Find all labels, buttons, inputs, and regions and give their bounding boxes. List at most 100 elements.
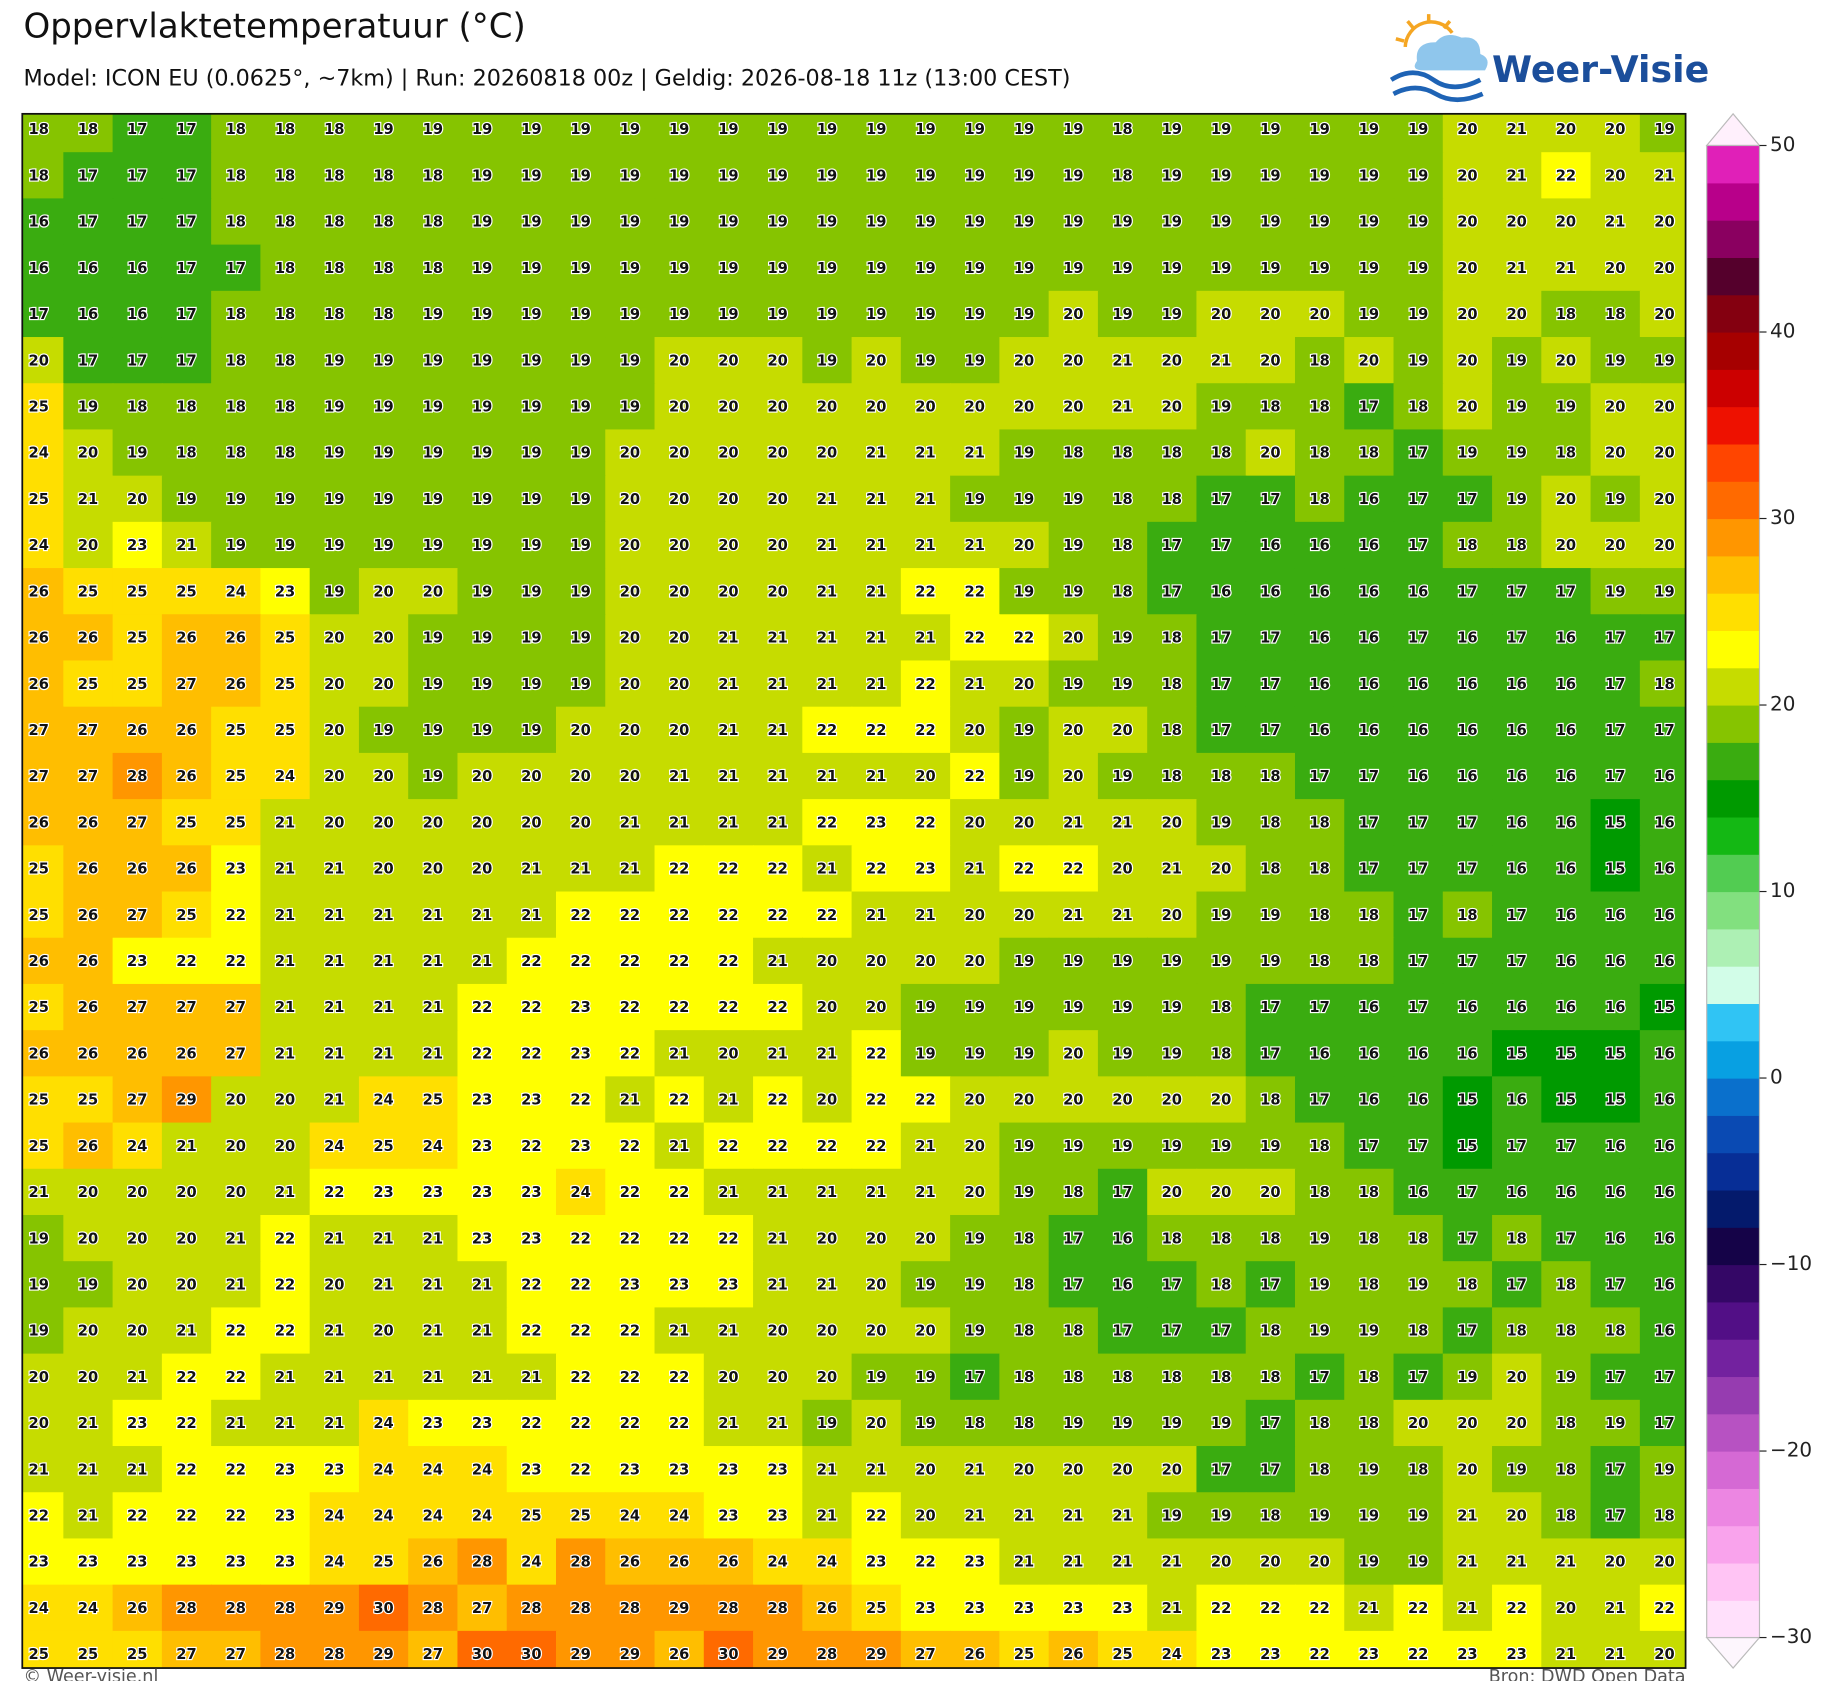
temperature-label: 19	[1605, 352, 1625, 369]
temperature-label: 20	[472, 861, 492, 878]
temperature-label: 17	[1260, 676, 1280, 693]
temperature-cell	[851, 1538, 902, 1586]
temperature-cell	[1639, 1122, 1686, 1170]
temperature-label: 29	[669, 1600, 689, 1617]
temperature-label: 18	[1556, 445, 1576, 462]
temperature-label: 21	[324, 999, 344, 1016]
temperature-cell	[900, 429, 951, 477]
temperature-cell	[112, 429, 163, 477]
temperature-cell	[1492, 614, 1543, 662]
temperature-label: 20	[176, 1276, 196, 1293]
temperature-label: 19	[1506, 491, 1526, 508]
temperature-cell	[1294, 1030, 1345, 1078]
temperature-label: 16	[1506, 861, 1526, 878]
temperature-label: 16	[1309, 1045, 1329, 1062]
temperature-label: 21	[866, 907, 886, 924]
temperature-label: 21	[718, 1092, 738, 1109]
temperature-cell	[408, 521, 459, 569]
temperature-cell	[506, 1584, 557, 1632]
temperature-label: 19	[521, 306, 541, 323]
temperature-label: 19	[1408, 1276, 1428, 1293]
temperature-label: 18	[1112, 121, 1132, 138]
temperature-cell	[358, 568, 409, 615]
temperature-cell	[605, 845, 656, 893]
temperature-label: 20	[1014, 399, 1034, 416]
temperature-cell	[260, 1399, 311, 1447]
temperature-label: 25	[570, 1508, 590, 1525]
temperature-cell	[1294, 521, 1345, 569]
logo-text: Weer-Visie	[1492, 48, 1709, 91]
temperature-cell	[358, 1584, 409, 1632]
temperature-cell	[260, 1076, 311, 1124]
temperature-cell	[999, 1076, 1050, 1124]
temperature-label: 18	[1359, 1184, 1379, 1201]
temperature-cell	[1492, 383, 1543, 431]
temperature-cell	[260, 799, 311, 847]
temperature-cell	[1147, 1492, 1198, 1540]
temperature-cell	[358, 891, 409, 939]
temperature-label: 19	[669, 260, 689, 277]
temperature-cell	[1245, 1584, 1296, 1632]
temperature-cell	[1639, 1168, 1686, 1216]
temperature-cell	[1294, 1076, 1345, 1124]
temperature-cell	[1344, 1261, 1395, 1309]
temperature-label: 21	[1063, 814, 1083, 831]
temperature-label: 15	[1605, 814, 1625, 831]
logo-wave	[1389, 70, 1482, 90]
temperature-cell	[1245, 660, 1296, 708]
temperature-label: 15	[1605, 1045, 1625, 1062]
temperature-cell	[950, 614, 1001, 662]
temperature-cell	[1442, 1261, 1493, 1309]
temperature-cell	[1590, 752, 1641, 800]
temperature-cell	[703, 1446, 754, 1493]
temperature-cell	[161, 891, 212, 939]
temperature-label: 18	[29, 121, 49, 138]
temperature-cell	[457, 937, 508, 985]
temperature-label: 19	[275, 537, 295, 554]
temperature-cell	[1541, 198, 1592, 246]
temperature-label: 17	[1408, 814, 1428, 831]
temperature-label: 19	[1309, 1508, 1329, 1525]
temperature-label: 23	[669, 1276, 689, 1293]
temperature-label: 27	[127, 907, 147, 924]
temperature-cell	[555, 383, 606, 431]
temperature-cell	[900, 475, 951, 523]
temperature-cell	[358, 113, 409, 153]
temperature-cell	[1097, 1353, 1148, 1401]
temperature-label: 18	[1211, 1230, 1231, 1247]
temperature-label: 19	[965, 1230, 985, 1247]
temperature-label: 18	[423, 260, 443, 277]
temperature-cell	[1147, 799, 1198, 847]
temperature-cell	[1590, 337, 1641, 384]
temperature-cell	[63, 799, 114, 847]
temperature-cell	[1492, 1122, 1543, 1170]
temperature-label: 22	[1260, 1600, 1280, 1617]
temperature-cell	[1442, 1214, 1493, 1262]
temperature-cell	[457, 1307, 508, 1355]
temperature-label: 17	[1605, 1369, 1625, 1386]
temperature-label: 22	[669, 1230, 689, 1247]
temperature-label: 17	[1260, 722, 1280, 739]
temperature-cell	[1245, 983, 1296, 1031]
temperature-label: 22	[570, 1276, 590, 1293]
temperature-cell	[950, 1307, 1001, 1355]
temperature-cell	[950, 113, 1001, 153]
temperature-label: 20	[620, 445, 640, 462]
temperature-label: 19	[915, 1276, 935, 1293]
map-frame	[21, 112, 1687, 1669]
temperature-cell	[1097, 983, 1148, 1031]
temperature-cell	[950, 383, 1001, 431]
temperature-cell	[1097, 1122, 1148, 1170]
temperature-cell	[211, 937, 262, 985]
temperature-label: 22	[817, 814, 837, 831]
temperature-cell	[605, 568, 656, 615]
temperature-cell	[260, 937, 311, 985]
temperature-label: 25	[226, 722, 246, 739]
temperature-label: 18	[1211, 1369, 1231, 1386]
temperature-cell	[1393, 1030, 1444, 1078]
temperature-label: 17	[127, 352, 147, 369]
temperature-label: 18	[1556, 1508, 1576, 1525]
temperature-cell	[703, 475, 754, 523]
temperature-label: 18	[226, 121, 246, 138]
temperature-cell	[22, 383, 65, 431]
